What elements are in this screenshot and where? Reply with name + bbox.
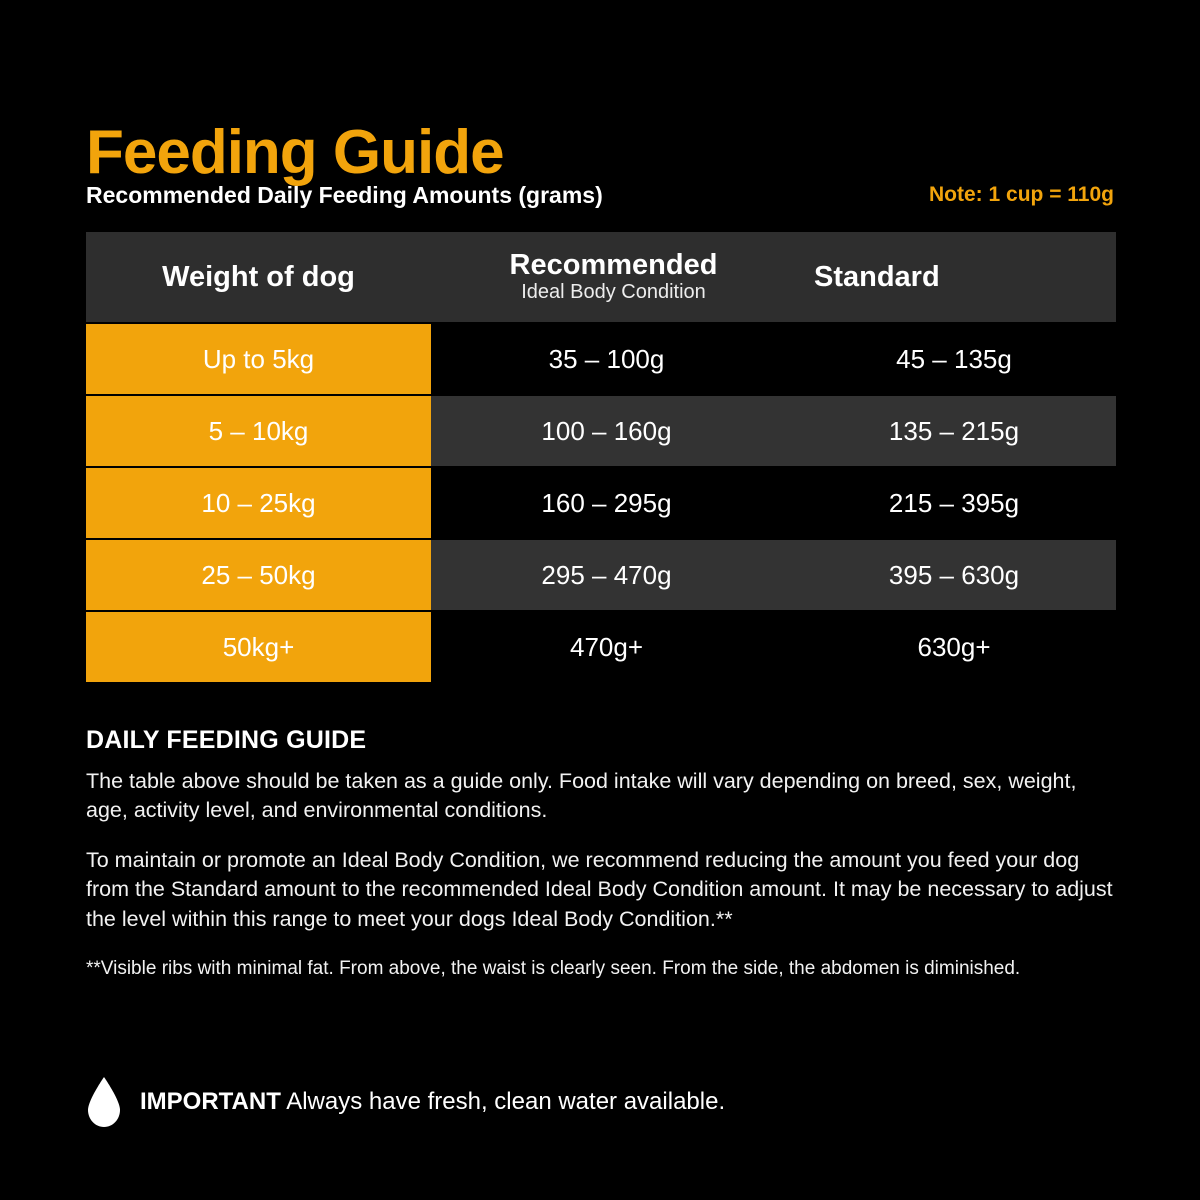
column-header-standard: Standard — [814, 260, 940, 293]
table-row: 25 – 50kg 295 – 470g 395 – 630g — [86, 540, 1116, 610]
feeding-table: Weight of dog Recommended Ideal Body Con… — [86, 232, 1116, 682]
footnote-visible-ribs: **Visible ribs with minimal fat. From ab… — [86, 958, 1021, 980]
table-row: Up to 5kg 35 – 100g 45 – 135g — [86, 324, 1116, 394]
table-row: 50kg+ 470g+ 630g+ — [86, 612, 1116, 682]
column-header-recommended-label: Recommended — [509, 249, 718, 282]
cell-weight: Up to 5kg — [86, 324, 431, 394]
cup-conversion-note: Note: 1 cup = 110g — [929, 183, 1114, 206]
column-header-recommended: Recommended Ideal Body Condition — [431, 250, 786, 303]
cell-recommended: 470g+ — [569, 631, 644, 662]
section-heading: DAILY FEEDING GUIDE — [86, 726, 367, 754]
water-drop-icon — [88, 1077, 120, 1127]
cell-recommended: 100 – 160g — [541, 415, 672, 446]
cell-recommended: 295 – 470g — [541, 559, 672, 590]
paragraph-ideal-body-condition: To maintain or promote an Ideal Body Con… — [86, 847, 1113, 931]
page-title: Feeding Guide — [86, 117, 505, 187]
column-header-recommended-sublabel: Ideal Body Condition — [521, 280, 706, 303]
table-row: 5 – 10kg 100 – 160g 135 – 215g — [86, 396, 1116, 466]
cell-recommended: 160 – 295g — [541, 487, 672, 518]
feeding-guide-body: DAILY FEEDING GUIDE The table above shou… — [86, 726, 1118, 982]
cell-recommended: 35 – 100g — [548, 343, 665, 374]
cell-weight: 5 – 10kg — [86, 396, 431, 466]
important-text: IMPORTANT Always have fresh, clean water… — [140, 1088, 725, 1116]
cell-standard: 215 – 395g — [888, 487, 1020, 518]
subtitle-row: Recommended Daily Feeding Amounts (grams… — [86, 182, 1116, 214]
cell-weight: 50kg+ — [86, 612, 431, 682]
cell-weight: 25 – 50kg — [86, 540, 431, 610]
cell-standard: 630g+ — [917, 631, 991, 662]
important-label: IMPORTANT — [140, 1088, 281, 1115]
table-header-row: Weight of dog Recommended Ideal Body Con… — [86, 232, 1116, 322]
important-message: Always have fresh, clean water available… — [280, 1088, 726, 1115]
important-water-note: IMPORTANT Always have fresh, clean water… — [86, 1076, 725, 1128]
column-header-weight: Weight of dog — [162, 260, 355, 293]
cell-standard: 135 – 215g — [888, 415, 1020, 446]
cell-standard: 45 – 135g — [896, 343, 1012, 374]
subtitle: Recommended Daily Feeding Amounts (grams… — [86, 182, 603, 208]
paragraph-guide-only: The table above should be taken as a gui… — [86, 769, 1077, 823]
cell-standard: 395 – 630g — [888, 559, 1020, 590]
cell-weight: 10 – 25kg — [86, 468, 431, 538]
table-row: 10 – 25kg 160 – 295g 215 – 395g — [86, 468, 1116, 538]
